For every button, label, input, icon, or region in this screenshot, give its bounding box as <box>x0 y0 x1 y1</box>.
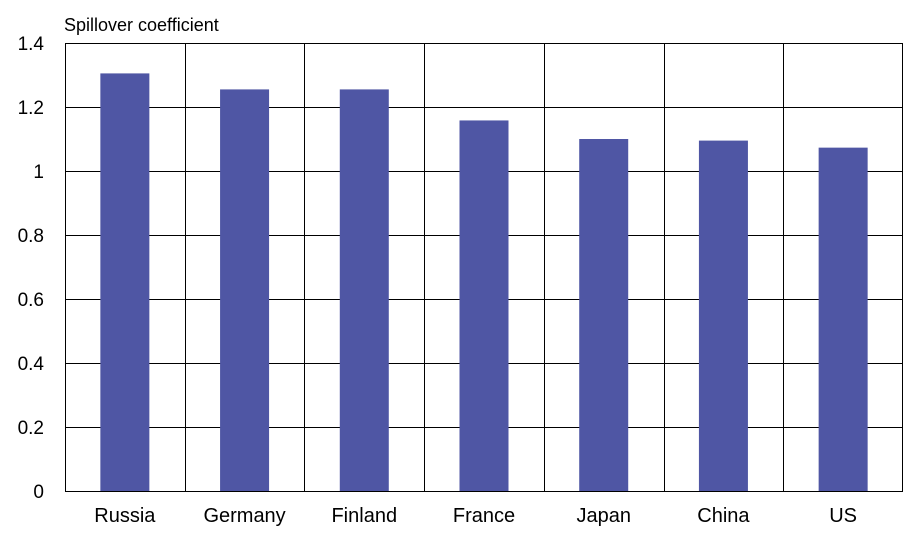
bar-germany <box>220 89 270 492</box>
bar-japan <box>579 139 629 491</box>
x-tick-label-russia: Russia <box>94 505 156 527</box>
x-tick-label-japan: Japan <box>576 505 631 527</box>
y-tick-label-5: 1 <box>33 162 44 183</box>
y-tick-label-2: 0.4 <box>18 354 45 375</box>
y-axis-title: Spillover coefficient <box>64 15 219 35</box>
bar-finland <box>339 89 389 492</box>
x-tick-label-china: China <box>697 505 750 527</box>
y-tick-label-7: 1.4 <box>18 34 45 55</box>
y-tick-label-4: 0.8 <box>18 226 44 247</box>
x-tick-label-finland: Finland <box>331 505 397 527</box>
x-axis-ticks: Russia Germany Finland France Japan China US <box>94 505 857 527</box>
bar-russia <box>100 73 150 492</box>
bar-us <box>818 147 868 491</box>
y-tick-label-3: 0.6 <box>18 290 44 311</box>
y-tick-label-6: 1.2 <box>18 98 44 119</box>
y-axis-ticks: 0 0.2 0.4 0.6 0.8 1 1.2 1.4 <box>18 34 45 503</box>
y-tick-label-1: 0.2 <box>18 418 44 439</box>
bar-china <box>698 140 748 491</box>
x-tick-label-us: US <box>829 505 857 527</box>
bars <box>100 73 868 492</box>
bar-france <box>459 120 509 491</box>
x-tick-label-france: France <box>453 505 515 527</box>
y-tick-label-0: 0 <box>33 482 44 503</box>
x-tick-label-germany: Germany <box>203 505 285 527</box>
